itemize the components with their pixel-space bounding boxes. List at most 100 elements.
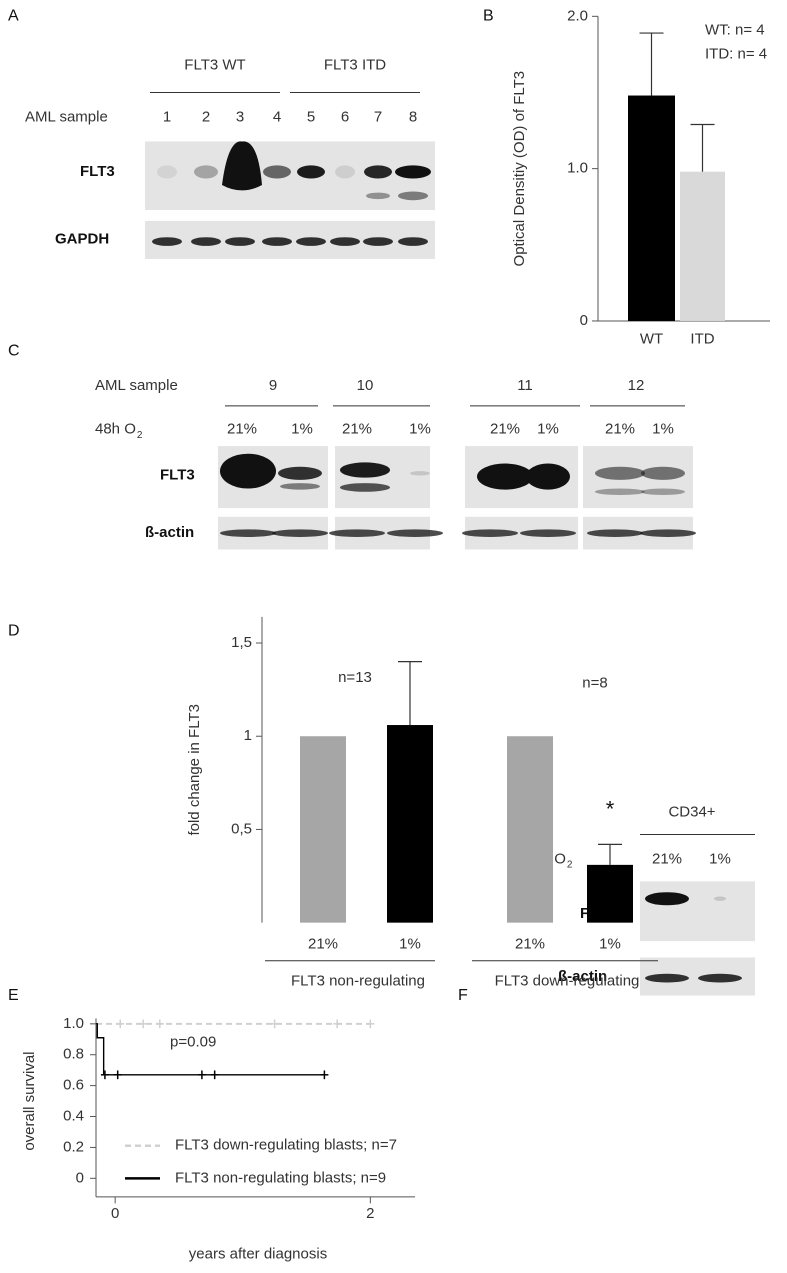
group-label: FLT3 WT <box>184 56 245 73</box>
annotation: WT: n= 4 <box>705 21 765 38</box>
blot-band <box>398 191 428 201</box>
condition-label: 48h O <box>95 421 136 438</box>
blot <box>335 446 430 509</box>
blot-band <box>280 483 320 490</box>
y-axis-title: Optical Densitiy (OD) of FLT3 <box>511 71 528 267</box>
group-label: FLT3 non-regulating <box>291 972 425 989</box>
lane-label: 8 <box>409 108 417 125</box>
blot-band <box>714 896 726 901</box>
y-tick-label: 1,5 <box>231 634 252 651</box>
blot-band <box>595 488 645 496</box>
blot-band <box>296 237 326 246</box>
bar <box>507 736 553 923</box>
blot-band <box>410 471 430 476</box>
blot-band <box>330 237 360 246</box>
panel-label: E <box>8 987 19 1004</box>
lane-label: 6 <box>341 108 349 125</box>
y-tick-label: 0.8 <box>63 1046 84 1063</box>
condition: 21% <box>490 421 520 438</box>
panel-label: D <box>8 622 20 639</box>
blot-band <box>152 237 182 246</box>
x-tick-label: 1% <box>599 935 621 952</box>
y-tick-label: 0.6 <box>63 1077 84 1094</box>
group-label: FLT3 ITD <box>324 56 386 73</box>
group-label: FLT3 down-regulating <box>495 972 640 989</box>
blot-band <box>363 237 393 246</box>
annotation: * <box>606 796 615 821</box>
blot-band <box>645 892 689 906</box>
condition: 21% <box>342 421 372 438</box>
blot-band <box>398 237 428 246</box>
blot-band <box>263 165 291 179</box>
blot-band <box>191 237 221 246</box>
blot-band <box>395 165 431 179</box>
lane-label: 12 <box>628 377 645 394</box>
y-tick-label: 0.2 <box>63 1138 84 1155</box>
blot-band <box>340 462 390 478</box>
annotation: n=13 <box>338 669 372 686</box>
y-tick-label: 1.0 <box>567 160 588 177</box>
protein-label: ß-actin <box>558 968 607 985</box>
x-axis-title: years after diagnosis <box>189 1245 327 1262</box>
blot-band <box>220 453 276 489</box>
lane-label: 2 <box>202 108 210 125</box>
y-axis-title: fold change in FLT3 <box>186 704 203 835</box>
row-label: AML sample <box>95 377 178 394</box>
blot-band <box>526 463 570 490</box>
blot-band <box>641 488 685 496</box>
blot-band <box>194 165 218 179</box>
y-tick-label: 1.0 <box>63 1015 84 1032</box>
lane-label: 7 <box>374 108 382 125</box>
blot-band <box>477 463 533 490</box>
blot <box>145 141 435 210</box>
blot-band <box>220 529 276 537</box>
condition: 1% <box>709 851 731 868</box>
protein-label: ß-actin <box>145 524 194 541</box>
annotation: ITD: n= 4 <box>705 45 767 62</box>
legend-label: FLT3 non-regulating blasts; n=9 <box>175 1169 386 1186</box>
condition: 1% <box>537 421 559 438</box>
blot-band <box>366 192 390 200</box>
x-tick-label: 21% <box>308 935 338 952</box>
condition: 1% <box>291 421 313 438</box>
bar <box>680 171 725 321</box>
blot-band <box>587 529 643 537</box>
lane-label: 11 <box>517 377 533 394</box>
protein-label: FLT3 <box>160 466 195 483</box>
y-tick-label: 0,5 <box>231 820 252 837</box>
condition: 21% <box>605 421 635 438</box>
protein-label: GAPDH <box>55 230 109 247</box>
x-tick-label: ITD <box>690 330 714 347</box>
protein-label: FLT3 <box>80 163 115 180</box>
lane-label: 4 <box>273 108 281 125</box>
blot-band <box>645 973 689 983</box>
blot-band <box>520 529 576 537</box>
blot-band <box>278 466 322 480</box>
blot-band <box>262 237 292 246</box>
blot-band <box>272 529 328 537</box>
bar <box>300 736 346 923</box>
row-label: AML sample <box>25 108 108 125</box>
annotation: n=8 <box>582 674 607 691</box>
blot-band <box>698 973 742 983</box>
y-tick-label: 0 <box>76 1169 84 1186</box>
legend-label: FLT3 down-regulating blasts; n=7 <box>175 1137 397 1154</box>
condition-subscript: 2 <box>137 430 143 441</box>
panel-label: C <box>8 343 20 360</box>
panel-label: F <box>458 987 468 1004</box>
y-axis-title: overall survival <box>21 1051 38 1150</box>
condition: 21% <box>227 421 257 438</box>
blot-band <box>595 466 645 480</box>
y-tick-label: 2.0 <box>567 7 588 24</box>
condition-subscript: 2 <box>567 860 573 871</box>
condition: 1% <box>652 421 674 438</box>
group-label: CD34+ <box>668 804 715 821</box>
lane-label: 5 <box>307 108 315 125</box>
bar <box>387 725 433 923</box>
x-tick-label: 0 <box>111 1205 119 1222</box>
x-tick-label: 1% <box>399 935 421 952</box>
blot-band <box>222 141 262 191</box>
panel-label: B <box>483 8 494 25</box>
blot-band <box>462 529 518 537</box>
